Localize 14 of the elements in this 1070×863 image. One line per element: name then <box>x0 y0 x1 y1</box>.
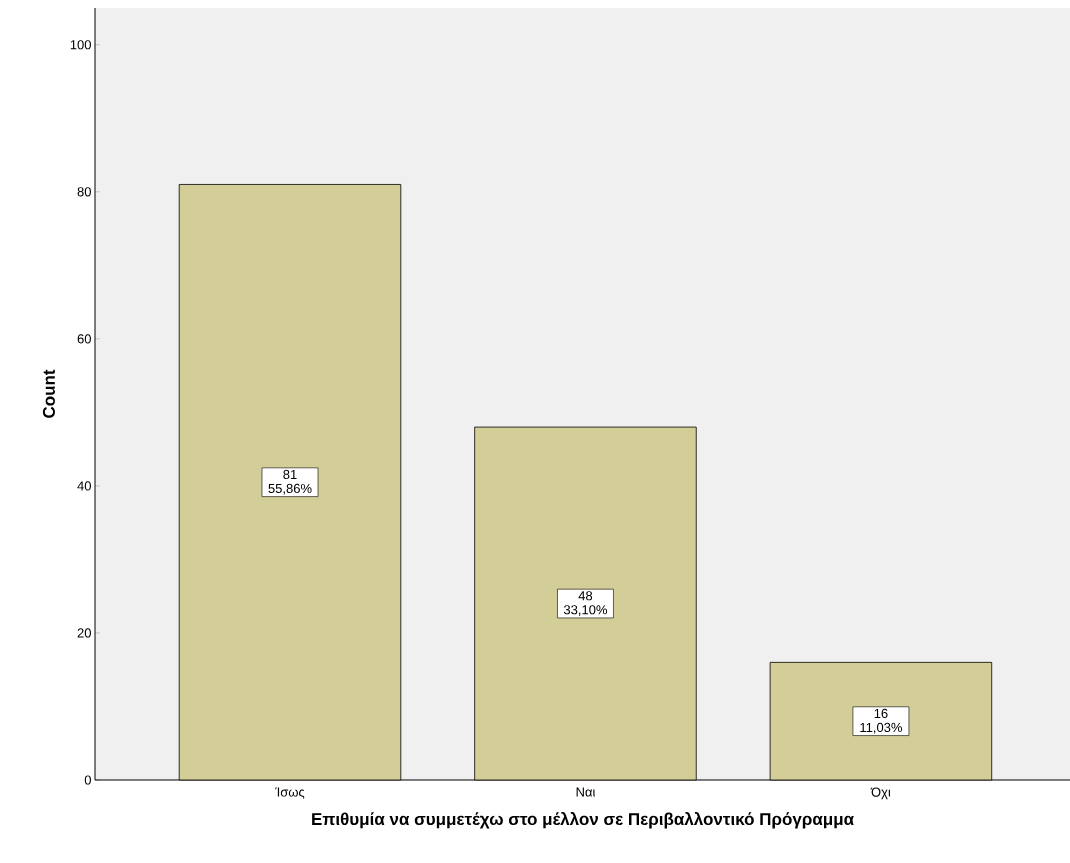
x-axis-title: Επιθυμία να συμμετέχω στο μέλλον σε Περιβαλλοντικό Πρόγραμμα <box>312 812 854 829</box>
y-tick-label: 20 <box>77 628 91 638</box>
x-tick-label: Ναι <box>576 787 595 797</box>
y-tick-label: 100 <box>70 40 91 50</box>
data-label: 16 11,03% <box>860 708 903 734</box>
y-tick-label: 80 <box>77 187 91 197</box>
x-tick-label: Όχι <box>870 787 891 800</box>
y-axis-title: Count <box>42 369 55 418</box>
x-tick-label: Ίσως <box>275 787 305 799</box>
y-tick-label: 0 <box>84 775 91 785</box>
y-tick-label: 40 <box>77 481 91 491</box>
y-tick-label: 60 <box>77 334 91 344</box>
data-label: 81 55,86% <box>268 469 312 495</box>
data-label: 48 33,10% <box>563 591 608 616</box>
